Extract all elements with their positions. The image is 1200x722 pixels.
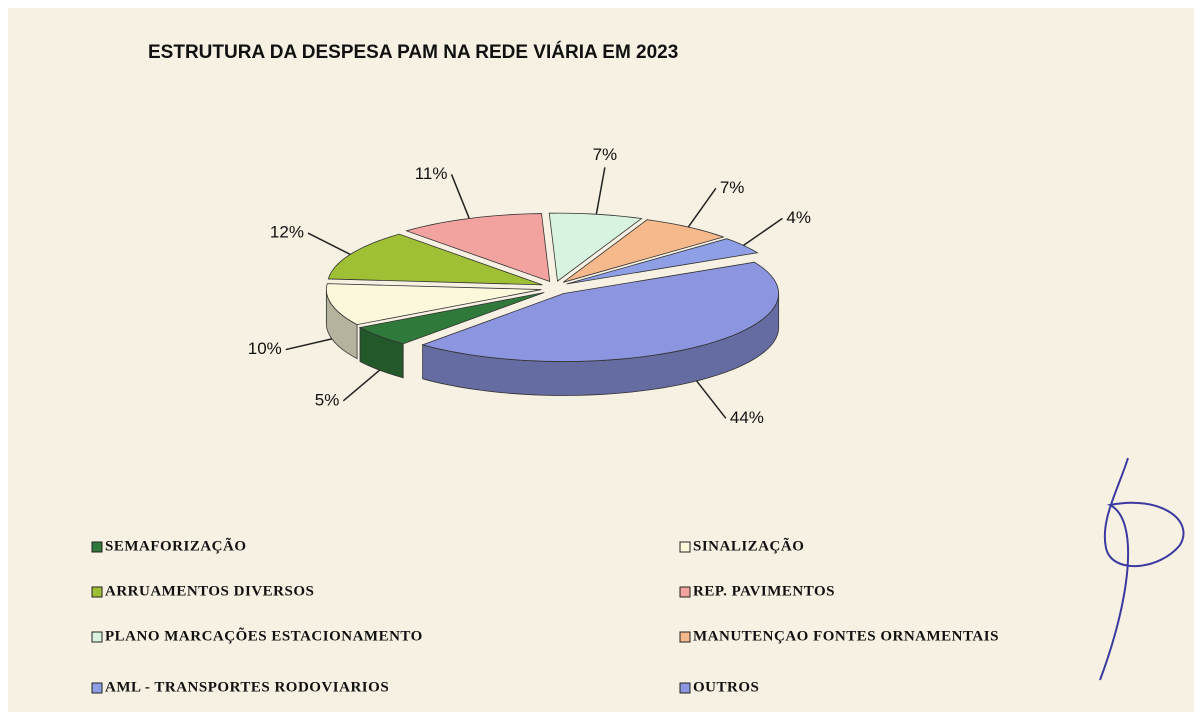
data-label: 10% <box>248 339 282 358</box>
legend-label: PLANO MARCAÇÕES ESTACIONAMENTO <box>105 626 423 644</box>
legend-label: SEMAFORIZAÇÃO <box>105 536 247 554</box>
leader-line <box>450 174 470 219</box>
leader-line <box>687 187 717 228</box>
legend-label: AML - TRANSPORTES RODOVIARIOS <box>105 679 389 695</box>
slice <box>327 233 543 286</box>
slice <box>358 292 545 345</box>
legend-swatch <box>91 682 103 694</box>
leader-line <box>743 217 783 247</box>
data-label: 11% <box>415 164 448 183</box>
legend-swatch <box>679 541 691 553</box>
legend-label: OUTROS <box>693 679 759 695</box>
signature <box>1099 457 1185 681</box>
legend-swatch <box>679 586 691 598</box>
leader-line <box>595 167 606 215</box>
legend-swatch <box>91 631 103 643</box>
data-label: 4% <box>786 208 811 227</box>
slice <box>548 212 643 282</box>
legend-swatch <box>91 541 103 553</box>
data-label: 44% <box>730 408 764 427</box>
legend-swatch <box>679 682 691 694</box>
leader-line <box>307 232 351 256</box>
leader-line <box>696 380 727 419</box>
data-label: 7% <box>720 178 745 197</box>
chart-title: ESTRUTURA DA DESPESA PAM NA REDE VIÁRIA … <box>148 41 678 63</box>
legend-swatch <box>679 631 691 643</box>
leader-line <box>285 338 333 351</box>
legend-label: ARRUAMENTOS DIVERSOS <box>105 583 314 599</box>
legend-swatch <box>91 586 103 598</box>
data-label: 7% <box>593 145 618 164</box>
legend-label: SINALIZAÇÃO <box>693 536 804 554</box>
legend-label: REP. PAVIMENTOS <box>693 583 835 599</box>
data-label: 5% <box>315 390 340 409</box>
leader-line <box>342 369 381 402</box>
slice <box>325 283 542 326</box>
slice <box>421 261 780 362</box>
legend-label: MANUTENÇAO FONTES ORNAMENTAIS <box>693 628 999 644</box>
slice <box>566 238 759 285</box>
slice <box>562 219 725 283</box>
data-label: 12% <box>270 223 304 242</box>
